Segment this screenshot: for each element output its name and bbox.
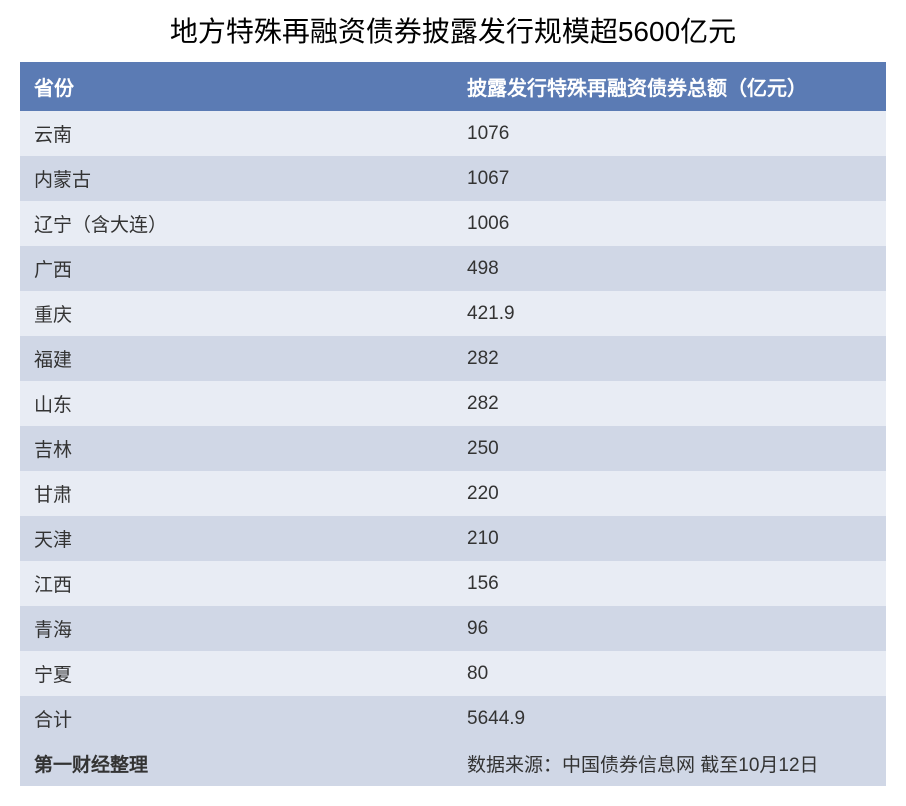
cell-province: 辽宁（含大连）: [20, 201, 453, 246]
table-row: 山东282: [20, 381, 886, 426]
cell-province: 合计: [20, 696, 453, 741]
table-row: 天津210: [20, 516, 886, 561]
cell-province: 内蒙古: [20, 156, 453, 201]
col-header-amount: 披露发行特殊再融资债券总额（亿元）: [453, 62, 886, 111]
cell-amount: 5644.9: [453, 696, 886, 741]
cell-amount: 80: [453, 651, 886, 696]
cell-province: 吉林: [20, 426, 453, 471]
cell-province: 天津: [20, 516, 453, 561]
cell-province: 江西: [20, 561, 453, 606]
footer-source: 数据来源：中国债券信息网 截至10月12日: [453, 741, 886, 786]
bond-table: 省份 披露发行特殊再融资债券总额（亿元） 云南1076内蒙古1067辽宁（含大连…: [20, 62, 886, 786]
table-row: 青海96: [20, 606, 886, 651]
table-row: 重庆421.9: [20, 291, 886, 336]
footer-credit: 第一财经整理: [20, 741, 453, 786]
cell-amount: 156: [453, 561, 886, 606]
cell-province: 宁夏: [20, 651, 453, 696]
table-row: 宁夏80: [20, 651, 886, 696]
cell-province: 广西: [20, 246, 453, 291]
cell-amount: 210: [453, 516, 886, 561]
table-row: 甘肃220: [20, 471, 886, 516]
table-row: 吉林250: [20, 426, 886, 471]
cell-province: 云南: [20, 111, 453, 156]
table-footer-row: 第一财经整理 数据来源：中国债券信息网 截至10月12日: [20, 741, 886, 786]
cell-province: 福建: [20, 336, 453, 381]
cell-amount: 282: [453, 336, 886, 381]
cell-province: 山东: [20, 381, 453, 426]
cell-province: 重庆: [20, 291, 453, 336]
cell-amount: 96: [453, 606, 886, 651]
cell-amount: 1076: [453, 111, 886, 156]
cell-province: 甘肃: [20, 471, 453, 516]
table-row: 辽宁（含大连）1006: [20, 201, 886, 246]
cell-amount: 220: [453, 471, 886, 516]
cell-amount: 282: [453, 381, 886, 426]
table-row: 广西498: [20, 246, 886, 291]
page-title: 地方特殊再融资债券披露发行规模超5600亿元: [20, 10, 886, 50]
table-header-row: 省份 披露发行特殊再融资债券总额（亿元）: [20, 62, 886, 111]
cell-amount: 498: [453, 246, 886, 291]
table-row: 福建282: [20, 336, 886, 381]
cell-amount: 250: [453, 426, 886, 471]
table-row: 云南1076: [20, 111, 886, 156]
cell-province: 青海: [20, 606, 453, 651]
cell-amount: 1006: [453, 201, 886, 246]
cell-amount: 1067: [453, 156, 886, 201]
cell-amount: 421.9: [453, 291, 886, 336]
table-row: 江西156: [20, 561, 886, 606]
col-header-province: 省份: [20, 62, 453, 111]
table-row: 内蒙古1067: [20, 156, 886, 201]
table-row: 合计5644.9: [20, 696, 886, 741]
